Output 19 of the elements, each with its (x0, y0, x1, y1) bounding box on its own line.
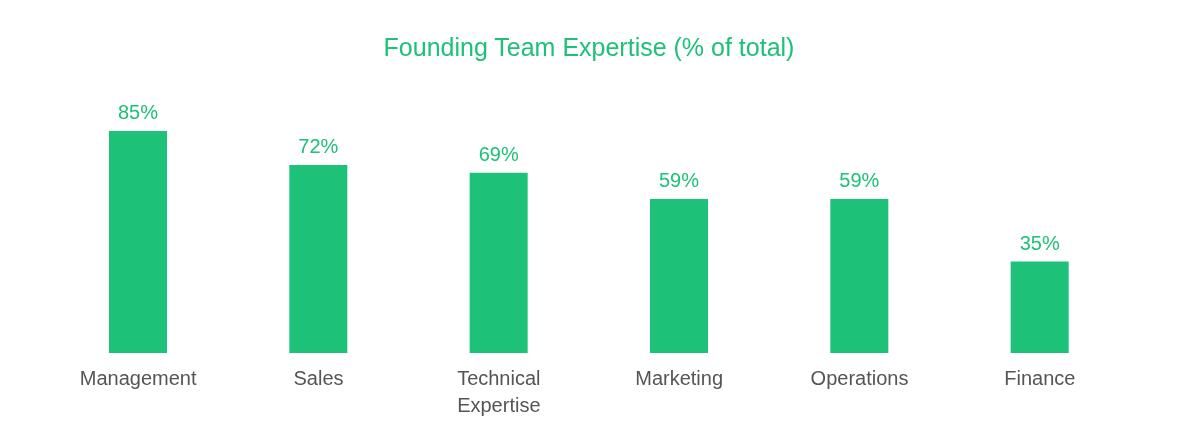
data-label: 69% (478, 142, 519, 165)
x-tick-label: Operations (810, 367, 909, 389)
bar (830, 198, 889, 353)
x-tick-label: Technical Expertise (457, 367, 541, 416)
data-label: 59% (658, 168, 700, 191)
data-label: 85% (117, 101, 159, 123)
bar (469, 172, 528, 353)
bar (1010, 261, 1069, 353)
bar (109, 131, 167, 353)
bar (289, 164, 348, 353)
x-tick-label: Finance (1004, 367, 1076, 389)
data-label: 72% (298, 134, 339, 157)
x-tick-label: Marketing (635, 367, 724, 389)
x-tick-label: Management (79, 367, 197, 389)
x-tick-label: Sales (293, 367, 344, 389)
bar (650, 198, 708, 353)
data-label: 35% (1019, 231, 1060, 254)
data-label: 59% (839, 168, 880, 191)
chart-title: Founding Team Expertise (% of total) (382, 31, 796, 63)
